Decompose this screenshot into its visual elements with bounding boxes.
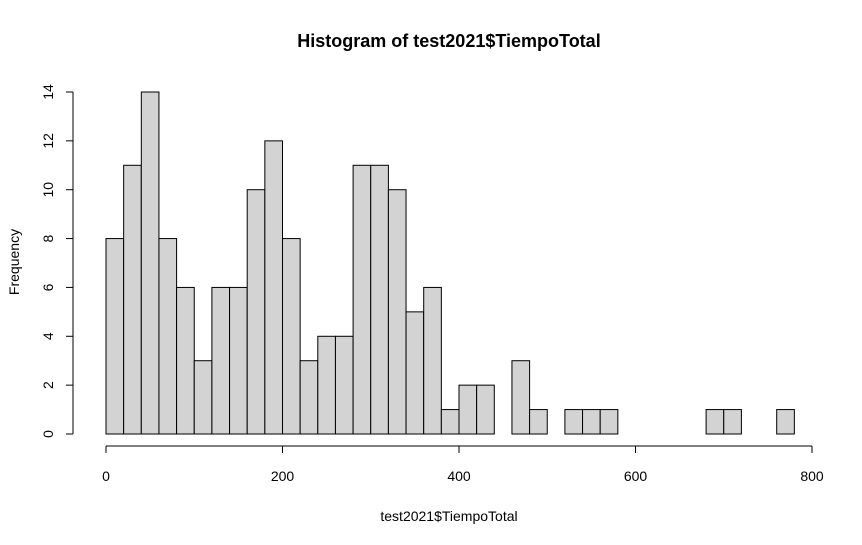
x-tick-label: 200 [271,468,295,484]
y-axis: 0 2 4 6 8 10 12 14 [40,84,74,438]
histogram-bar [458,384,478,435]
y-tick-label: 8 [40,234,56,242]
x-tick-label: 400 [447,468,471,484]
y-tick-label: 10 [40,182,56,198]
histogram-bar [229,286,248,435]
y-tick-label: 4 [40,332,56,340]
histogram-bar [140,91,160,435]
histogram-bar [370,164,389,435]
histogram-bar [334,335,354,435]
histogram-bar [440,409,460,435]
histogram-bar [529,409,548,435]
histogram-bar [476,384,495,435]
y-tick-label: 0 [40,430,56,438]
histogram-bar [317,335,336,435]
y-tick-label: 14 [40,84,56,100]
y-tick-label: 2 [40,381,56,389]
x-tick-label: 800 [800,468,824,484]
histogram-bar [211,286,231,435]
histogram-bar [564,409,584,435]
histogram-bar [705,409,725,435]
y-tick-label: 6 [40,283,56,291]
histogram-bar [299,360,319,435]
histogram-bar [158,238,178,435]
y-tick-label: 12 [40,133,56,149]
x-axis: 0 200 400 600 800 [102,445,824,484]
histogram-bar [352,164,372,435]
histogram-bar [387,189,407,435]
histogram-bar [246,189,266,435]
histogram-bar [582,409,601,435]
histogram-bar [405,311,425,435]
histogram-bar [105,238,125,435]
x-axis-label: test2021$TiempoTotal [380,508,517,524]
histogram-bar [511,360,531,435]
histogram-bar [282,238,301,435]
histogram-bar [776,409,795,435]
histogram-bar [423,286,442,435]
histogram-bar [176,286,195,435]
histogram-bar [264,140,284,435]
histogram-bar [599,409,619,435]
x-tick-label: 0 [102,468,110,484]
histogram-bar [723,409,742,435]
histogram-bar [123,164,142,435]
chart-title: Histogram of test2021$TiempoTotal [297,31,600,51]
histogram-bar [193,360,213,435]
y-axis-label: Frequency [6,229,22,295]
bars-group [105,91,795,435]
x-tick-label: 600 [624,468,648,484]
